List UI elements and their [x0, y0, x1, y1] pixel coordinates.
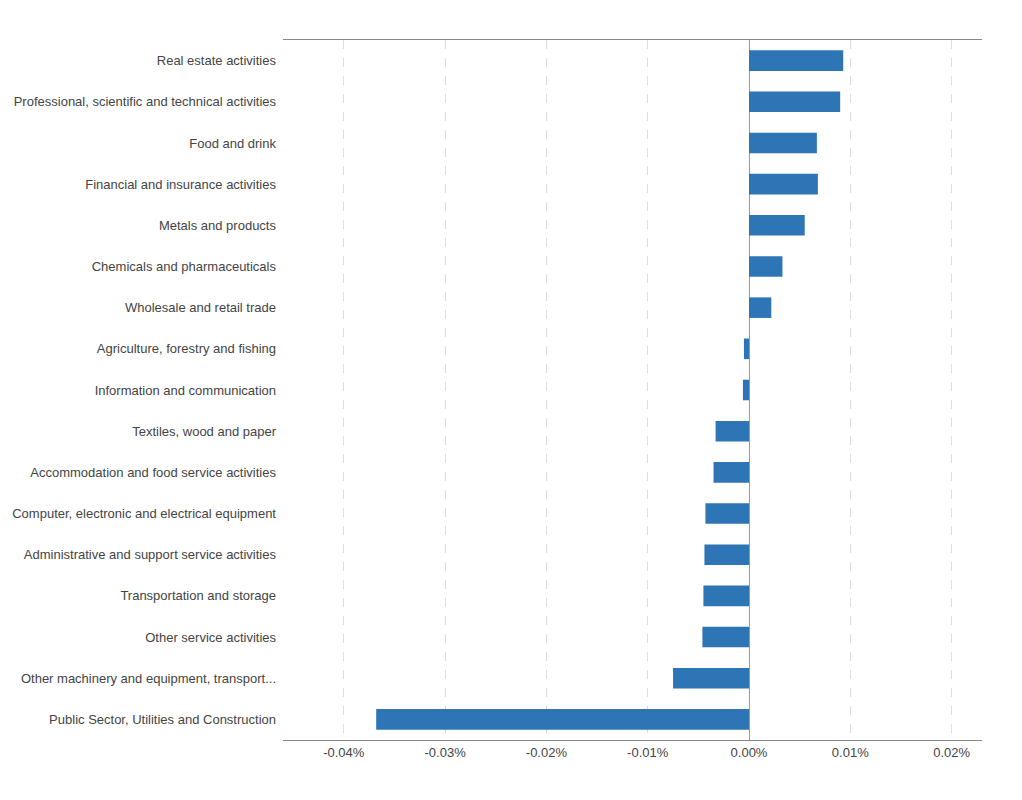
svg-text:-0.02%: -0.02% [526, 745, 568, 760]
svg-text:-0.03%: -0.03% [424, 745, 466, 760]
svg-text:Transportation and storage: Transportation and storage [120, 588, 276, 603]
svg-text:0.01%: 0.01% [832, 745, 869, 760]
svg-text:Metals and products: Metals and products [159, 218, 277, 233]
svg-text:Other service activities: Other service activities [145, 630, 276, 645]
svg-text:Textiles, wood and paper: Textiles, wood and paper [132, 424, 276, 439]
svg-text:Professional, scientific and t: Professional, scientific and technical a… [14, 94, 277, 109]
svg-text:Administrative and support ser: Administrative and support service activ… [24, 547, 277, 562]
svg-text:0.02%: 0.02% [933, 745, 970, 760]
svg-text:Public Sector, Utilities and C: Public Sector, Utilities and Constructio… [49, 712, 276, 727]
svg-text:Chemicals and pharmaceuticals: Chemicals and pharmaceuticals [92, 259, 277, 274]
svg-text:Food and drink: Food and drink [189, 135, 276, 150]
svg-text:-0.04%: -0.04% [323, 745, 365, 760]
svg-text:Information and communication: Information and communication [95, 383, 276, 398]
svg-text:Wholesale and retail trade: Wholesale and retail trade [125, 300, 276, 315]
svg-text:Other machinery and equipment,: Other machinery and equipment, transport… [21, 671, 276, 686]
svg-text:Real estate activities: Real estate activities [157, 53, 277, 68]
svg-text:Financial and insurance activi: Financial and insurance activities [85, 177, 276, 192]
svg-text:Agriculture, forestry and fish: Agriculture, forestry and fishing [97, 341, 276, 356]
svg-text:Computer, electronic and elect: Computer, electronic and electrical equi… [12, 506, 276, 521]
svg-text:0.00%: 0.00% [731, 745, 768, 760]
svg-text:-0.01%: -0.01% [627, 745, 669, 760]
svg-text:Accommodation and food service: Accommodation and food service activitie… [30, 465, 276, 480]
